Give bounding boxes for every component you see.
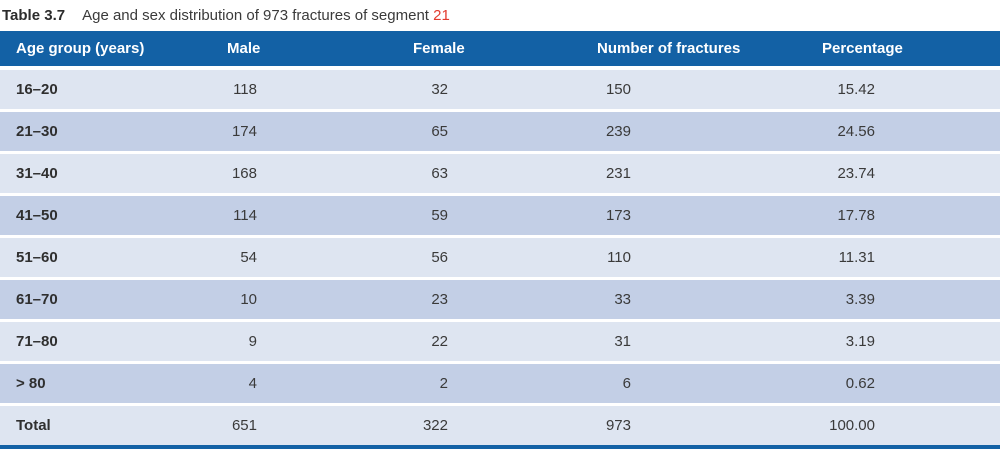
fractures-cell: 6	[622, 375, 631, 392]
header-female: Female	[413, 40, 465, 57]
percentage-cell: 11.31	[838, 249, 875, 266]
fractures-cell: 973	[605, 417, 631, 434]
fractures-cell: 231	[605, 165, 631, 182]
percentage-cell: 17.78	[837, 207, 875, 224]
male-cell: 114	[233, 207, 257, 224]
table-row: 71–80 9 22 31 3.19	[0, 322, 1000, 361]
table-row: 31–40 168 63 231 23.74	[0, 154, 1000, 193]
fractures-cell: 150	[605, 81, 631, 98]
header-percentage: Percentage	[822, 40, 903, 57]
percentage-cell: 23.74	[837, 165, 875, 182]
table-row: 61–70 10 23 33 3.39	[0, 280, 1000, 319]
percentage-cell: 24.56	[837, 123, 875, 140]
age-group-cell: Total	[16, 417, 51, 434]
age-group-cell: 16–20	[16, 81, 58, 98]
male-cell: 168	[231, 165, 257, 182]
header-number-of-fractures: Number of fractures	[597, 40, 741, 57]
table-caption: Table 3.7 Age and sex distribution of 97…	[0, 0, 1000, 31]
segment-number: 21	[433, 7, 450, 24]
table-row: 21–30 174 65 239 24.56	[0, 112, 1000, 151]
male-cell: 54	[240, 249, 257, 266]
table-caption-text: Age and sex distribution of 973 fracture…	[82, 7, 450, 24]
table-header-row: Age group (years) Male Female Number of …	[0, 31, 1000, 66]
age-group-cell: > 80	[16, 375, 46, 392]
female-cell: 2	[439, 375, 448, 392]
male-cell: 10	[240, 291, 257, 308]
female-cell: 22	[431, 333, 448, 350]
age-group-cell: 31–40	[16, 165, 58, 182]
fractures-cell: 31	[614, 333, 631, 350]
female-cell: 59	[431, 207, 448, 224]
female-cell: 63	[431, 165, 448, 182]
table-bottom-rule	[0, 445, 1000, 449]
male-cell: 9	[248, 333, 257, 350]
fractures-cell: 239	[605, 123, 631, 140]
table-caption-label: Table 3.7	[2, 7, 66, 24]
table-body: 16–20 118 32 150 15.42 21–30 174 65 239 …	[0, 70, 1000, 445]
female-cell: 322	[422, 417, 448, 434]
percentage-cell: 15.42	[837, 81, 875, 98]
male-cell: 174	[231, 123, 257, 140]
female-cell: 23	[431, 291, 448, 308]
age-group-cell: 21–30	[16, 123, 58, 140]
percentage-cell: 0.62	[845, 375, 875, 392]
fractures-cell: 110	[607, 249, 631, 266]
table-row: > 80 4 2 6 0.62	[0, 364, 1000, 403]
male-cell: 118	[233, 81, 257, 98]
percentage-cell: 3.19	[845, 333, 875, 350]
header-male: Male	[227, 40, 261, 57]
header-age-group: Age group (years)	[16, 40, 145, 57]
female-cell: 56	[431, 249, 448, 266]
table-row: 51–60 54 56 110 11.31	[0, 238, 1000, 277]
fractures-cell: 173	[605, 207, 631, 224]
female-cell: 32	[431, 81, 448, 98]
age-group-cell: 41–50	[16, 207, 58, 224]
female-cell: 65	[431, 123, 448, 140]
male-cell: 651	[231, 417, 257, 434]
percentage-cell: 100.00	[829, 417, 875, 434]
age-group-cell: 71–80	[16, 333, 58, 350]
fractures-cell: 33	[614, 291, 631, 308]
age-group-cell: 61–70	[16, 291, 58, 308]
male-cell: 4	[248, 375, 257, 392]
percentage-cell: 3.39	[845, 291, 875, 308]
table-row: 16–20 118 32 150 15.42	[0, 70, 1000, 109]
age-group-cell: 51–60	[16, 249, 58, 266]
table-row: 41–50 114 59 173 17.78	[0, 196, 1000, 235]
table-row: Total 651 322 973 100.00	[0, 406, 1000, 445]
